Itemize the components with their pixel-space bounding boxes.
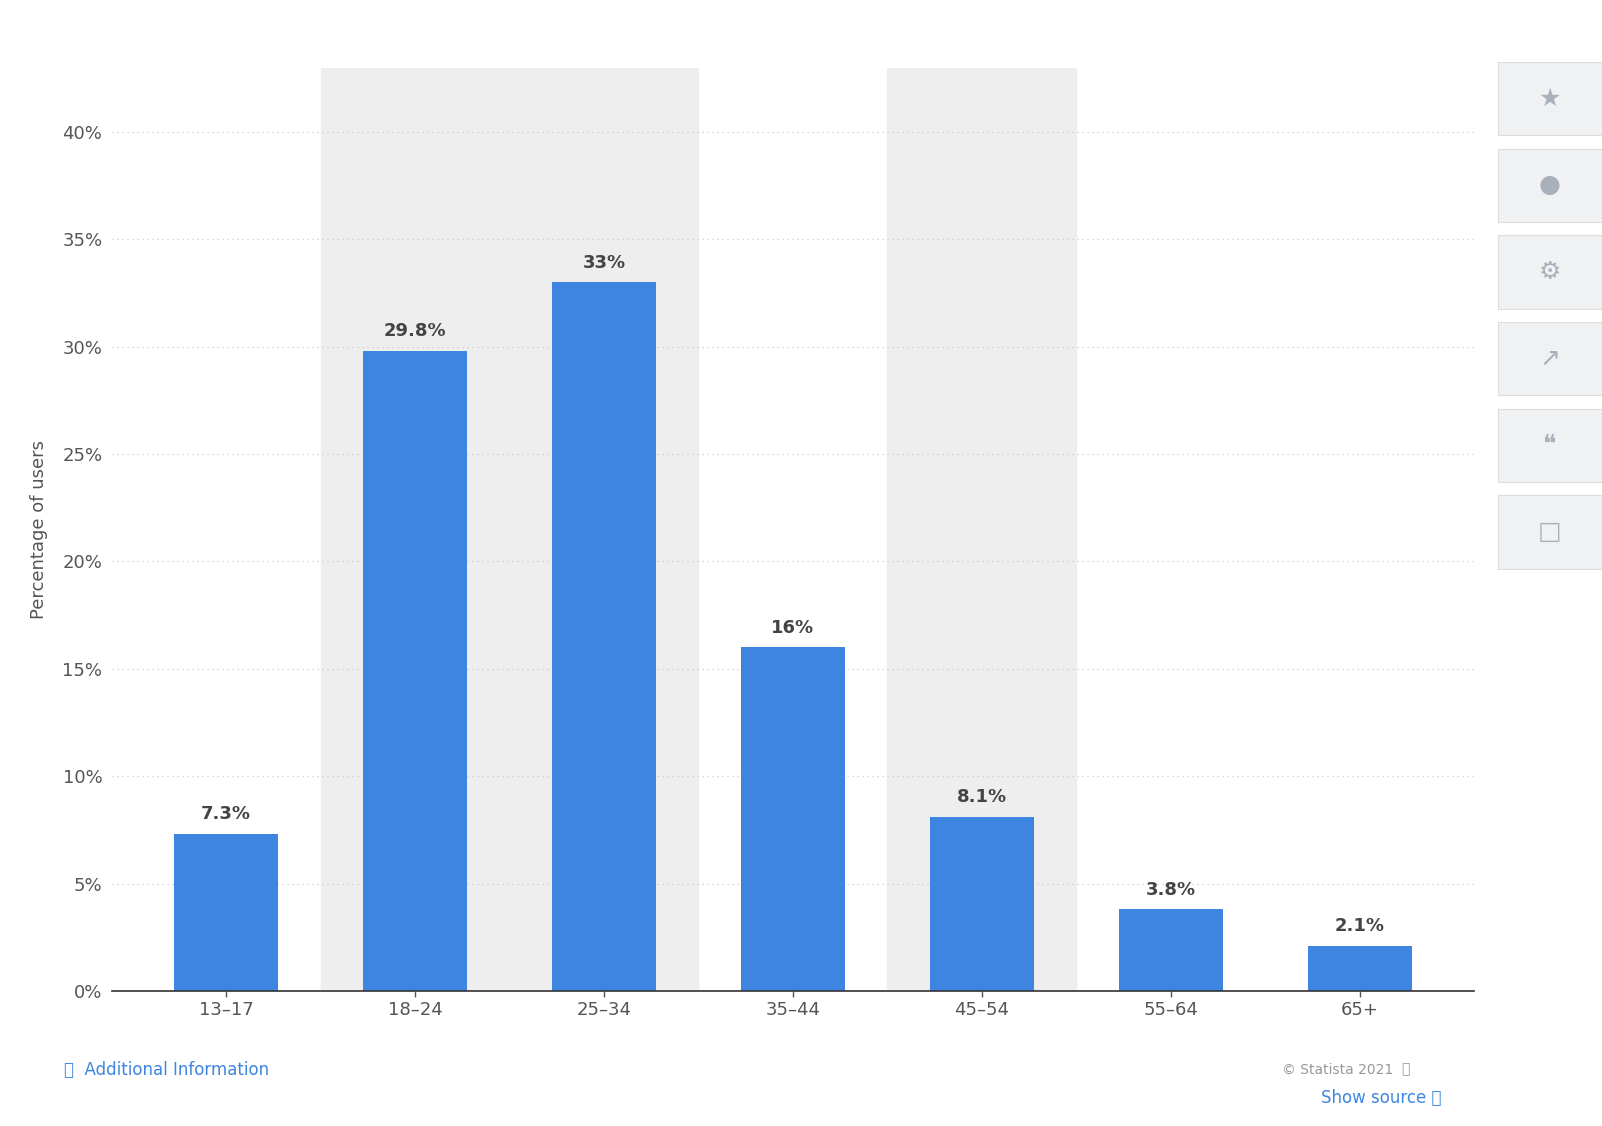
Text: ⚙: ⚙	[1540, 260, 1560, 284]
Text: □: □	[1538, 520, 1562, 544]
Text: Show source ⓘ: Show source ⓘ	[1322, 1089, 1442, 1107]
Bar	[888, 68, 1077, 991]
Bar	[320, 68, 509, 991]
Text: 2.1%: 2.1%	[1334, 917, 1386, 935]
Text: 16%: 16%	[772, 618, 814, 636]
Bar	[553, 283, 655, 991]
Bar	[364, 351, 466, 991]
Text: 29.8%: 29.8%	[384, 322, 447, 340]
Y-axis label: Percentage of users: Percentage of users	[30, 440, 48, 618]
Text: © Statista 2021: © Statista 2021	[1283, 1063, 1394, 1076]
Text: ↗: ↗	[1540, 347, 1560, 370]
Bar	[175, 834, 279, 991]
Text: ●: ●	[1540, 173, 1560, 197]
Text: 7.3%: 7.3%	[200, 805, 252, 823]
Bar	[1120, 910, 1222, 991]
Bar	[742, 647, 844, 991]
Bar	[1307, 946, 1411, 991]
Text: ★: ★	[1540, 87, 1560, 110]
Text: 3.8%: 3.8%	[1145, 881, 1197, 899]
Text: 🏴: 🏴	[1402, 1063, 1410, 1076]
Text: ⓘ  Additional Information: ⓘ Additional Information	[64, 1061, 269, 1079]
Text: 8.1%: 8.1%	[956, 788, 1008, 806]
Text: 33%: 33%	[583, 253, 625, 271]
Text: ❝: ❝	[1543, 434, 1557, 457]
Bar	[509, 68, 698, 991]
Bar	[931, 817, 1033, 991]
